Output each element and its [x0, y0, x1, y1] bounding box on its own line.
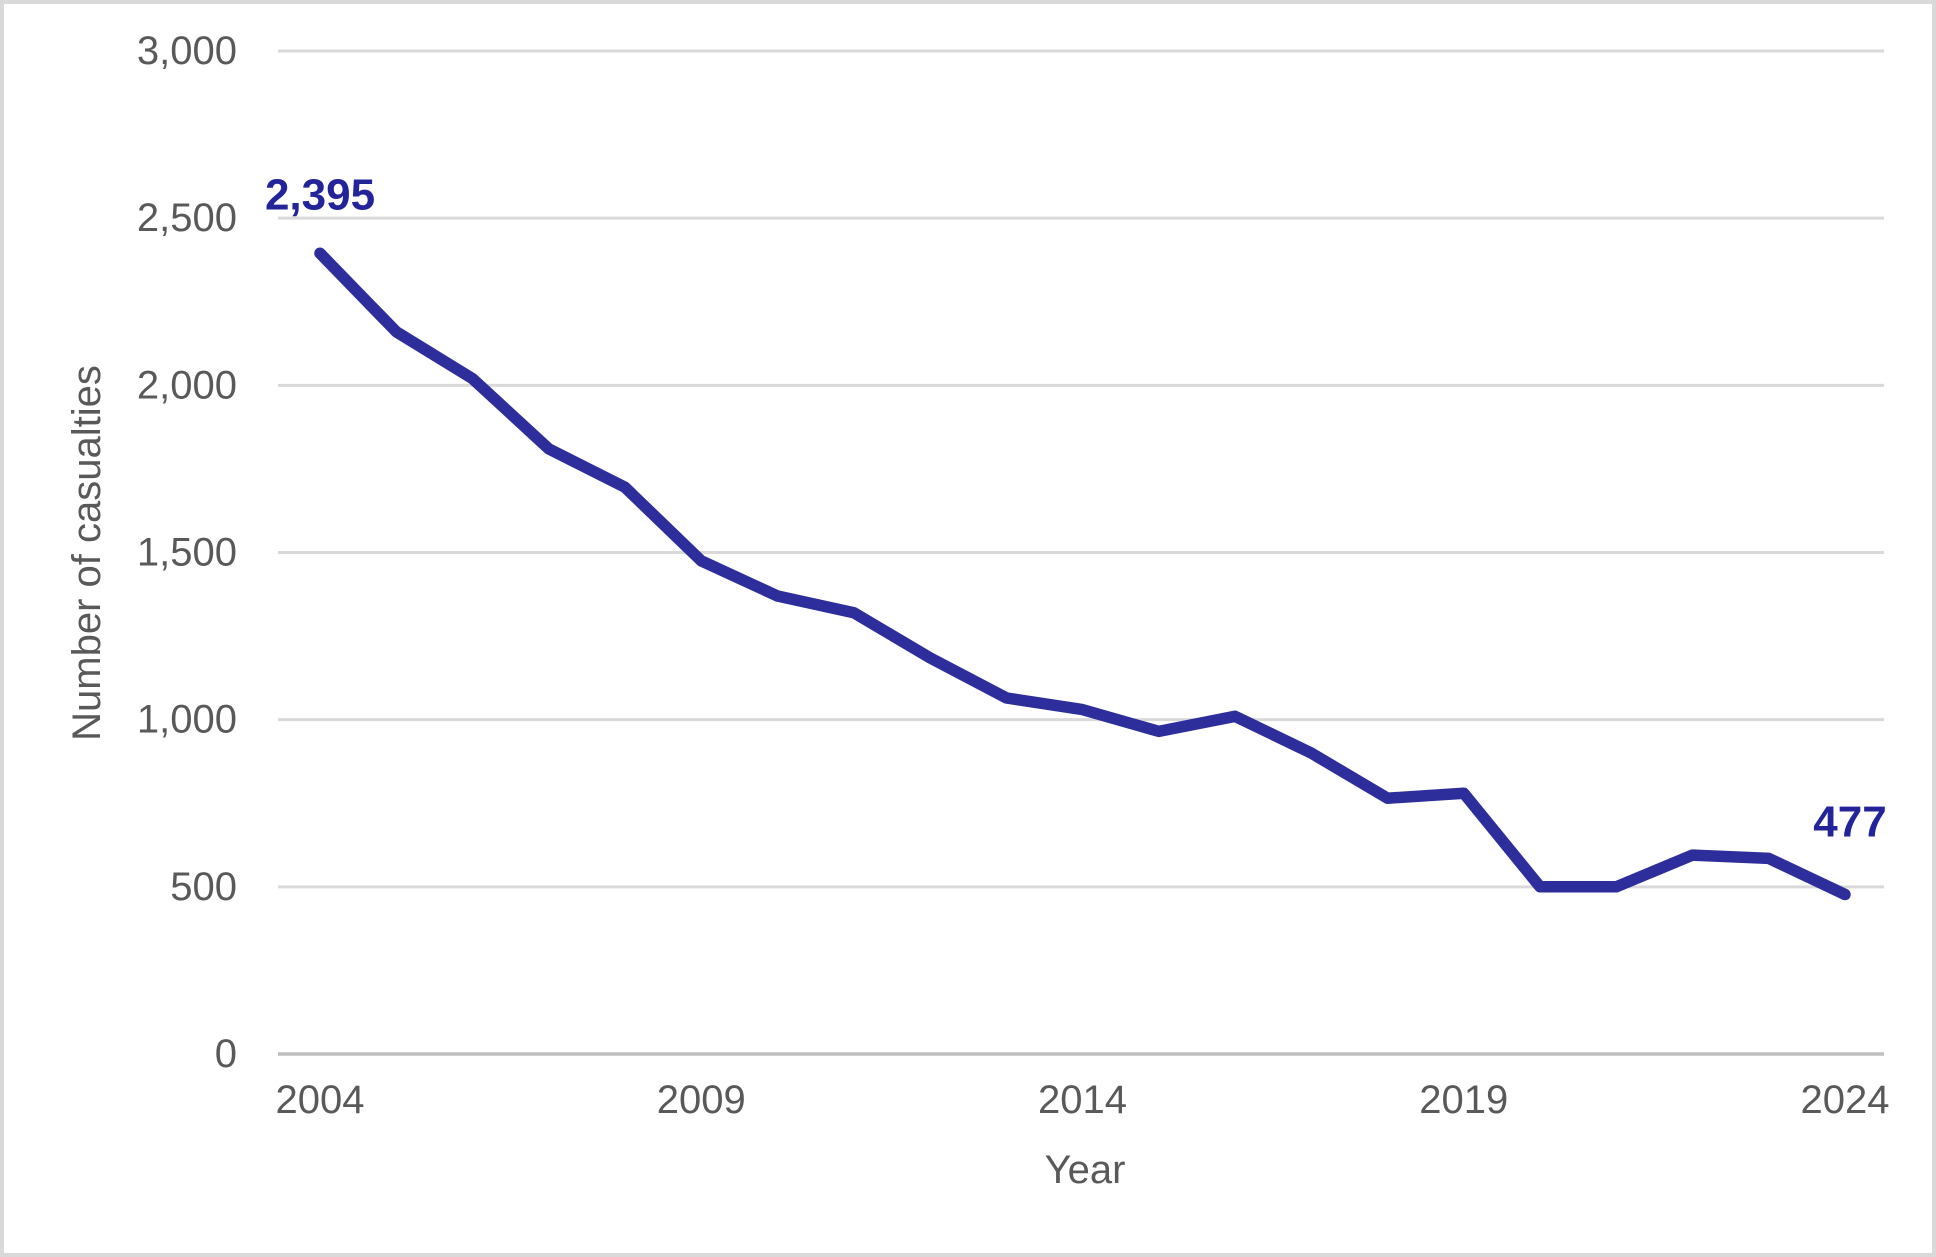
- casualties-series-line: [314, 247, 1851, 901]
- x-tick-labels-group: 2004 2009 2014 2019 2024: [276, 1078, 1890, 1122]
- y-tick-labels-group: 0 500 1,000 1,500 2,000 2,500 3,000: [137, 29, 237, 1076]
- y-tick-label-3000: 3,000: [137, 29, 237, 73]
- x-tick-label-2019: 2019: [1419, 1078, 1508, 1122]
- x-axis-title: Year: [1045, 1148, 1126, 1192]
- data-label-2004: 2,395: [265, 170, 375, 219]
- x-tick-label-2009: 2009: [657, 1078, 746, 1122]
- gridlines-group: [278, 49, 1884, 1056]
- x-tick-label-2024: 2024: [1801, 1078, 1890, 1122]
- data-label-2024: 477: [1813, 798, 1886, 847]
- y-tick-label-2500: 2,500: [137, 196, 237, 240]
- y-tick-label-1000: 1,000: [137, 698, 237, 742]
- y-axis-title: Number of casualties: [65, 365, 109, 741]
- y-tick-label-1500: 1,500: [137, 531, 237, 575]
- x-tick-label-2004: 2004: [276, 1078, 365, 1122]
- series-group: [314, 247, 1851, 901]
- x-tick-label-2014: 2014: [1038, 1078, 1127, 1122]
- data-labels-group: 2,395 477: [265, 170, 1887, 846]
- y-tick-label-2000: 2,000: [137, 363, 237, 407]
- y-tick-label-500: 500: [170, 865, 237, 909]
- y-tick-label-0: 0: [215, 1032, 237, 1076]
